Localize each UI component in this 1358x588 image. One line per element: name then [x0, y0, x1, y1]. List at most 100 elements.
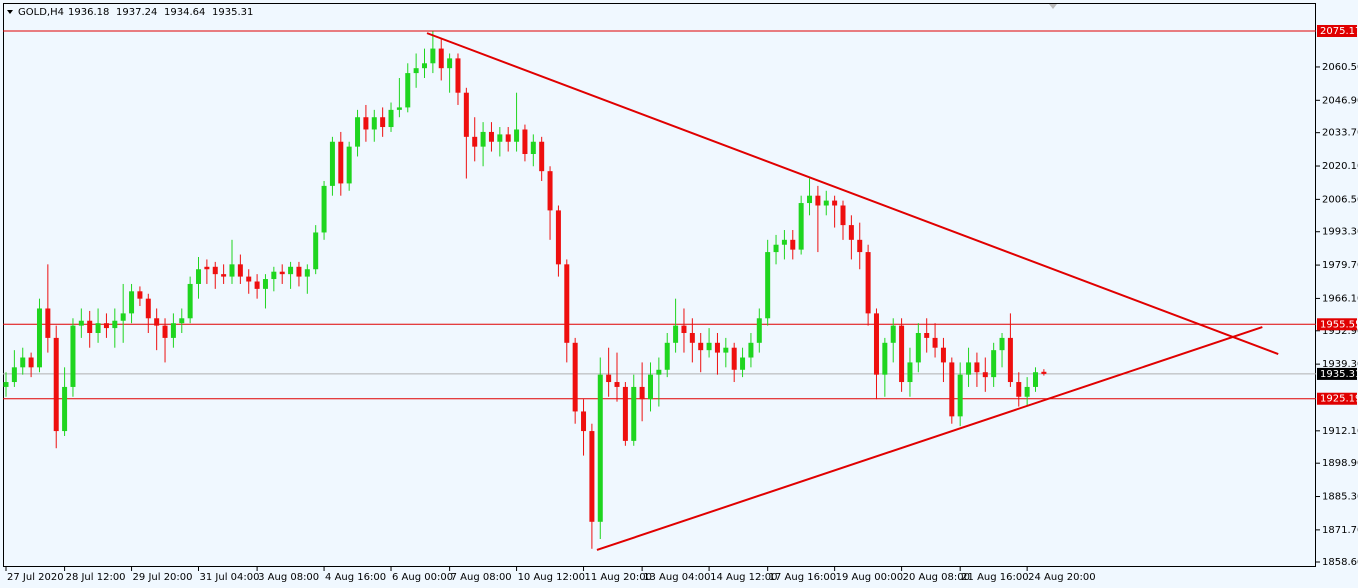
candle-body	[388, 109, 394, 128]
candle-body	[3, 382, 9, 387]
x-tick-label: 27 Jul 2020	[7, 572, 64, 583]
candle-body	[865, 252, 871, 314]
candle-body	[706, 342, 712, 351]
candle-body	[539, 141, 545, 172]
candle-body	[497, 134, 503, 142]
y-tick-label: 1885.30	[1322, 492, 1358, 503]
y-tick-label: 2033.70	[1322, 128, 1358, 139]
candle-body	[522, 129, 528, 155]
chart-title: GOLD,H4	[18, 7, 64, 18]
candle-body	[346, 146, 352, 184]
candle-body	[53, 337, 59, 432]
candle-body	[882, 342, 888, 375]
candle-body	[396, 107, 402, 110]
candle-body	[95, 323, 101, 333]
candle-body	[422, 63, 427, 69]
candle-body	[957, 374, 963, 417]
x-tick-label: 7 Aug 08:00	[451, 572, 512, 583]
y-tick-label: 1939.30	[1322, 359, 1358, 370]
candle-body	[120, 313, 126, 321]
candle-body	[1033, 372, 1039, 387]
candle-body	[614, 382, 620, 387]
candle-body	[179, 318, 185, 324]
candle-body	[1041, 371, 1047, 374]
price-label: 1935.31	[1320, 369, 1358, 380]
plot-frame	[3, 3, 1316, 567]
y-tick-label: 1979.70	[1322, 260, 1358, 271]
candle-body	[656, 369, 662, 375]
candle-body	[447, 58, 453, 69]
candle-body	[740, 357, 746, 370]
candle-body	[999, 337, 1005, 351]
candle-body	[631, 386, 637, 441]
x-tick-label: 4 Aug 16:00	[325, 572, 386, 583]
candle-body	[899, 325, 905, 383]
candle-body	[723, 347, 729, 353]
candle-body	[932, 337, 938, 348]
candle-body	[907, 362, 913, 383]
candle-body	[221, 274, 227, 277]
candle-body	[380, 117, 386, 128]
candle-body	[982, 372, 988, 378]
candle-body	[873, 313, 879, 375]
candle-body	[296, 266, 302, 277]
candle-body	[36, 308, 42, 368]
candle-body	[915, 332, 921, 363]
price-label: 1955.55	[1320, 319, 1358, 330]
x-tick-label: 24 Aug 20:00	[1028, 572, 1095, 583]
price-label: 2075.17	[1320, 26, 1358, 37]
candle-body	[681, 325, 687, 333]
y-tick-label: 1966.10	[1322, 293, 1358, 304]
candle-body	[237, 264, 243, 277]
x-tick-label: 19 Aug 00:00	[836, 572, 903, 583]
shift-marker	[1049, 4, 1057, 9]
price-label: 1925.19	[1320, 394, 1358, 405]
x-tick-label: 31 Jul 04:00	[200, 572, 260, 583]
candle-body	[698, 342, 704, 351]
y-tick-label: 1952.90	[1322, 326, 1358, 337]
candle-body	[949, 362, 955, 417]
candle-body	[321, 185, 327, 233]
candle-body	[488, 131, 494, 142]
candle-body	[815, 195, 821, 206]
candle-body	[647, 374, 653, 400]
candle-body	[137, 291, 143, 299]
candle-body	[589, 431, 595, 522]
candle-body	[840, 205, 846, 226]
candle-body	[279, 271, 285, 275]
candle-body	[103, 323, 109, 329]
candle-body	[689, 332, 695, 343]
candle-body	[790, 239, 796, 250]
candle-body	[924, 332, 930, 338]
candle-body	[823, 200, 829, 206]
y-tick-label: 1898.90	[1322, 458, 1358, 469]
candle-body	[848, 225, 854, 240]
candle-body	[78, 320, 84, 326]
candle-body	[480, 131, 486, 147]
price-label-bg	[1317, 392, 1357, 405]
candle-body	[313, 232, 319, 270]
candle-body	[262, 279, 268, 289]
candle-body	[606, 374, 612, 383]
x-tick-label: 6 Aug 00:00	[392, 572, 453, 583]
candle-body	[112, 320, 118, 329]
trend-line	[596, 326, 1263, 551]
candle-body	[355, 117, 361, 147]
candle-body	[765, 252, 771, 319]
candle-body	[673, 325, 679, 343]
x-tick-label: 17 Aug 16:00	[769, 572, 836, 583]
candle-body	[212, 266, 218, 275]
y-tick-label: 1871.70	[1322, 525, 1358, 536]
candle-body	[890, 325, 896, 343]
candle-body	[187, 283, 193, 319]
candle-body	[472, 136, 478, 147]
candle-body	[438, 48, 444, 69]
candle-body	[413, 68, 419, 74]
candle-body	[966, 362, 972, 375]
candle-body	[20, 357, 26, 368]
candle-body	[363, 117, 369, 130]
candle-body	[430, 48, 436, 64]
candle-body	[731, 347, 737, 370]
